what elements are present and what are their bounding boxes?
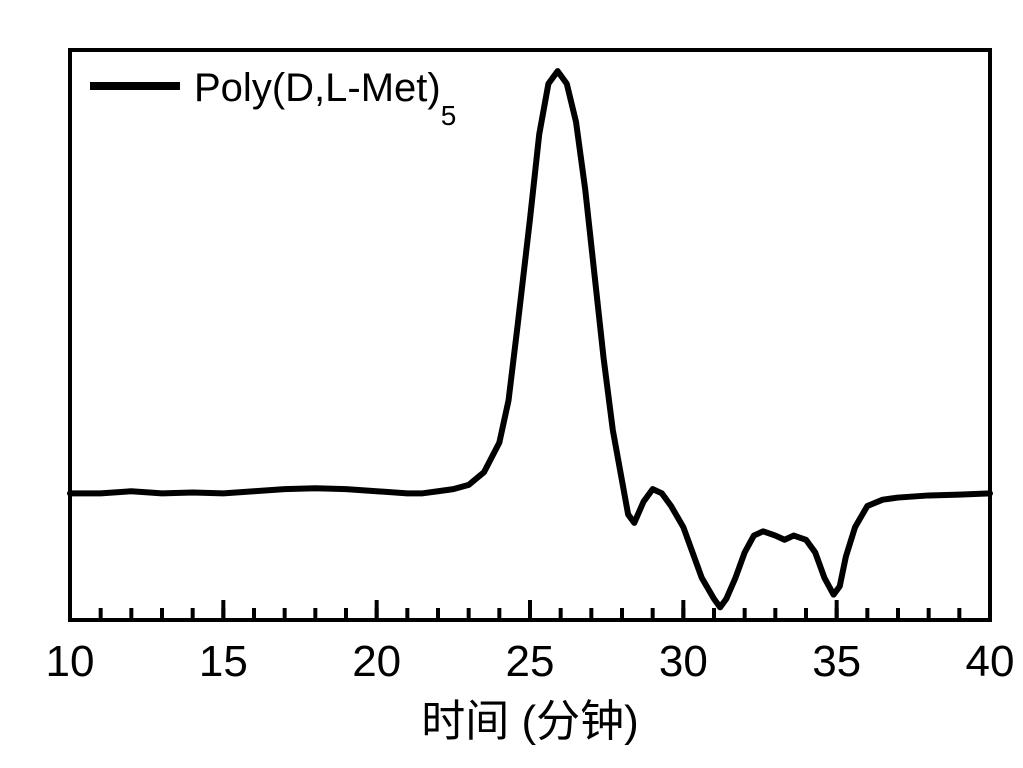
x-tick-label: 20: [352, 637, 401, 686]
x-tick-label: 30: [659, 637, 708, 686]
x-axis-label: 时间 (分钟): [421, 697, 639, 746]
chromatogram-chart: 10152025303540时间 (分钟)Poly(D,L-Met)5: [0, 0, 1023, 768]
x-tick-label: 15: [199, 637, 248, 686]
chart-container: 10152025303540时间 (分钟)Poly(D,L-Met)5: [0, 0, 1023, 768]
x-tick-label: 35: [812, 637, 861, 686]
x-tick-label: 25: [506, 637, 555, 686]
x-tick-label: 40: [966, 637, 1015, 686]
x-tick-label: 10: [46, 637, 95, 686]
